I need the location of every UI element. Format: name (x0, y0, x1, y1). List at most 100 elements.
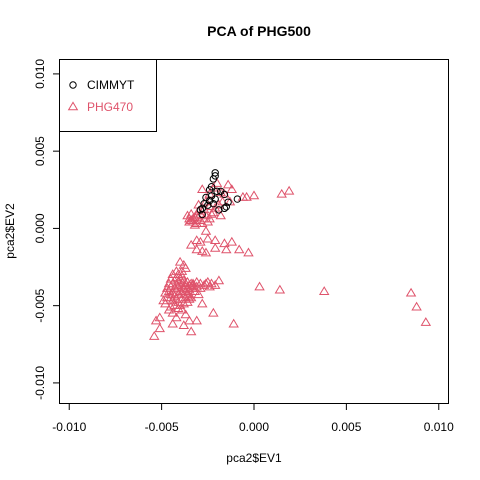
phg470-point (180, 281, 191, 291)
phg470-point (150, 315, 162, 325)
phg470-point (198, 279, 210, 289)
y-tick-label: 0.000 (33, 213, 47, 243)
phg470-point (222, 179, 234, 189)
phg470-point (226, 184, 238, 194)
phg470-point (219, 238, 230, 248)
phg470-point (167, 269, 178, 279)
legend-cimmyt-marker (69, 81, 77, 89)
y-axis: -0.010 -0.005 0.000 0.005 0.010 (33, 59, 60, 400)
cimmyt-point (233, 195, 242, 203)
phg470-point (202, 233, 214, 243)
y-tick-label: 0.010 (33, 59, 47, 89)
phg470-point (193, 289, 204, 299)
phg470-point (195, 236, 206, 246)
phg470-point (158, 295, 169, 305)
phg470-point (233, 244, 245, 254)
phg470-point (185, 326, 197, 336)
phg470-point (189, 286, 201, 296)
cimmyt-point (198, 210, 206, 219)
y-tick-label: -0.005 (33, 288, 47, 322)
phg470-point (200, 225, 212, 235)
chart-title: PCA of PHG500 (207, 23, 311, 39)
phg470-point (178, 298, 190, 308)
y-tick-label: -0.010 (33, 366, 47, 400)
cimmyt-point (220, 204, 229, 213)
phg470-point (163, 304, 175, 314)
cimmyt-point (213, 187, 221, 196)
phg470-point (176, 304, 188, 314)
phg470-point (154, 312, 166, 322)
phg470-point (274, 284, 286, 294)
phg470-point (167, 318, 178, 328)
phg470-point (184, 315, 195, 325)
phg470-point (276, 188, 287, 198)
phg470-point (165, 292, 177, 302)
cimmyt-point (220, 190, 229, 199)
phg470-point (184, 290, 195, 300)
cimmyt-point (215, 206, 223, 214)
phg470-point (172, 281, 184, 291)
phg470-point (174, 256, 186, 266)
legend-triangle-marker (67, 101, 79, 111)
phg470-point (148, 330, 160, 340)
phg470-point (221, 244, 232, 254)
phg470-point (176, 266, 188, 275)
phg470-point (185, 239, 197, 249)
phg470-point (241, 191, 252, 201)
phg470-point (180, 309, 191, 319)
legend-label-cimmyt: CIMMYT (87, 78, 135, 92)
x-tick-label: 0.005 (331, 420, 361, 434)
phg470-point (208, 307, 219, 317)
cimmyt-point (205, 196, 214, 205)
phg470-point (191, 235, 202, 245)
cimmyt-point (200, 199, 208, 208)
phg470-point (191, 244, 202, 254)
phg470-point (171, 312, 182, 322)
phg470-point (204, 281, 215, 291)
phg470-point (185, 292, 197, 302)
phg470-point (204, 213, 215, 223)
x-axis: -0.010 -0.005 0.000 0.005 0.010 (52, 403, 454, 434)
phg470-point (200, 196, 212, 206)
phg470-point (243, 247, 254, 257)
y-tick-label: 0.005 (33, 136, 47, 166)
phg470-point (209, 242, 221, 252)
phg470-point (211, 178, 223, 187)
phg470-point (174, 286, 186, 296)
phg470-point (226, 236, 238, 246)
x-tick-label: -0.010 (52, 420, 86, 434)
phg470-point (171, 266, 182, 275)
phg470-point (184, 293, 195, 303)
y-axis-label: pca2$EV2 (3, 203, 17, 259)
phg470-point (420, 317, 432, 326)
cimmyt-point (222, 203, 230, 211)
phg470-point (191, 218, 202, 228)
phg470-point (213, 275, 225, 285)
cimmyt-series (196, 169, 242, 219)
phg470-point (204, 201, 215, 211)
phg470-point (191, 315, 202, 325)
legend-phg470-marker (67, 101, 79, 111)
phg470-point (197, 298, 208, 308)
phg470-point (184, 213, 195, 223)
phg470-point (180, 263, 191, 272)
phg470-point (283, 185, 295, 195)
x-tick-label: -0.005 (145, 420, 179, 434)
legend-label-phg470: PHG470 (87, 100, 133, 114)
phg470-point (185, 215, 197, 224)
phg470-point (405, 287, 417, 297)
phg470-point (197, 184, 208, 194)
phg470-point (411, 301, 422, 311)
phg470-point (160, 287, 171, 297)
phg470-point (195, 283, 206, 292)
phg470-point (200, 210, 212, 220)
cimmyt-point (209, 175, 218, 183)
phg470-point (206, 208, 217, 218)
phg470-point (187, 278, 199, 288)
phg470-point (189, 219, 201, 229)
phg470-series (148, 178, 432, 340)
cimmyt-point (196, 206, 205, 214)
phg470-point (208, 207, 219, 217)
phg470-point (178, 320, 190, 330)
